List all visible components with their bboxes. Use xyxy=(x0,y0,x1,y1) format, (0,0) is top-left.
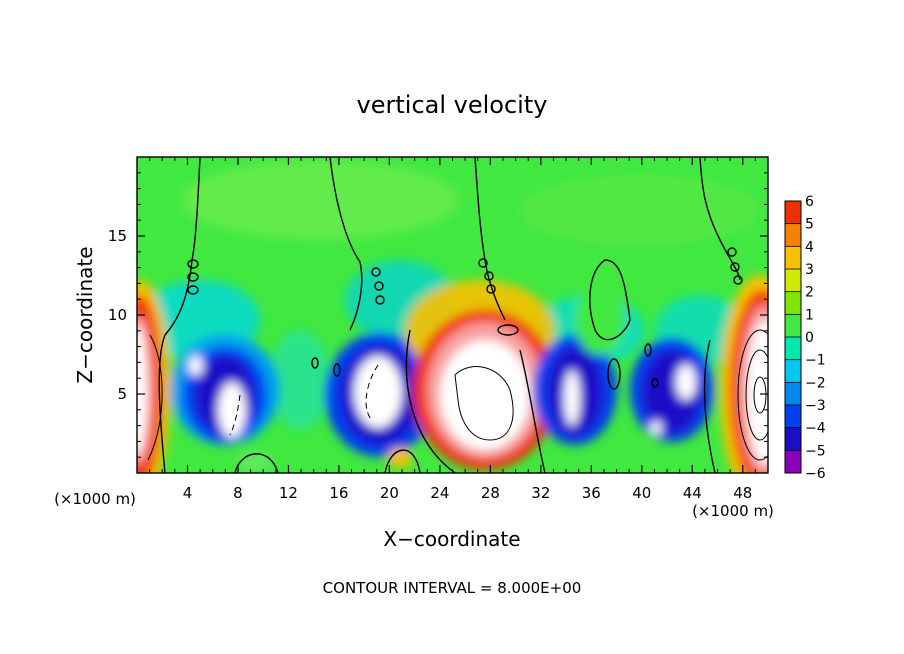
colorbar-swatch xyxy=(785,405,801,428)
x-tick-label: 36 xyxy=(582,484,601,502)
colorbar-swatch xyxy=(785,269,801,292)
colorbar-swatch xyxy=(785,427,801,451)
colorbar-label: −6 xyxy=(805,466,826,482)
x-tick-label: 48 xyxy=(733,484,752,502)
contour-lines xyxy=(147,157,768,473)
y-tick-label: 15 xyxy=(108,227,127,245)
colorbar-swatch xyxy=(785,359,801,383)
colorbar-label: −4 xyxy=(805,421,826,437)
colorbar-swatch xyxy=(785,201,801,224)
x-tick-label: 28 xyxy=(481,484,500,502)
colorbar-swatch xyxy=(785,291,801,315)
chart-title: vertical velocity xyxy=(357,91,548,119)
y-axis-label: Z−coordinate xyxy=(73,246,97,383)
colorbar-swatch xyxy=(785,450,801,473)
y-tick-label: 5 xyxy=(117,385,127,403)
colorbar-label: 2 xyxy=(805,285,814,301)
colorbar-swatch xyxy=(785,382,801,405)
colorbar-swatch xyxy=(785,337,801,360)
x-tick-label: 40 xyxy=(632,484,651,502)
x-tick-label: 32 xyxy=(531,484,550,502)
x-tick-label: 4 xyxy=(183,484,193,502)
plot-area xyxy=(137,157,768,473)
colorbar-swatch xyxy=(785,314,801,337)
x-axis-label: X−coordinate xyxy=(383,527,520,551)
x-tick-label: 44 xyxy=(683,484,702,502)
colorbar-label: 6 xyxy=(805,194,814,210)
x-tick-label: 20 xyxy=(380,484,399,502)
colorbar-label: 1 xyxy=(805,307,814,323)
x-tick-label: 16 xyxy=(329,484,348,502)
colorbar-swatch xyxy=(785,246,801,269)
colorbar-label: −3 xyxy=(805,398,826,414)
colorbar: −6 −5 −4 −3 −2 −1 0 1 2 3 4 5 6 xyxy=(784,194,826,482)
y-tick-label: 10 xyxy=(108,306,127,324)
colorbar-swatch xyxy=(785,223,801,247)
colorbar-label: 3 xyxy=(805,262,814,278)
x-tick-label: 24 xyxy=(430,484,449,502)
colorbar-label: 4 xyxy=(805,239,814,255)
colorbar-label: −5 xyxy=(805,443,826,459)
x-unit-label-right: (×1000 m) xyxy=(692,502,774,520)
x-unit-label-left: (×1000 m) xyxy=(54,490,136,508)
x-tick-label: 8 xyxy=(233,484,243,502)
colorbar-label: −2 xyxy=(805,375,826,391)
y-axis-ticks: 5 10 15 xyxy=(108,172,768,458)
colorbar-label: 5 xyxy=(805,217,814,233)
contour-interval-note: CONTOUR INTERVAL = 8.000E+00 xyxy=(323,579,582,597)
colorbar-label: −1 xyxy=(805,353,826,369)
colorbar-label: 0 xyxy=(805,330,814,346)
x-axis-ticks: 4 8 12 16 20 24 28 32 36 40 44 48 xyxy=(149,157,756,502)
x-tick-label: 12 xyxy=(279,484,298,502)
